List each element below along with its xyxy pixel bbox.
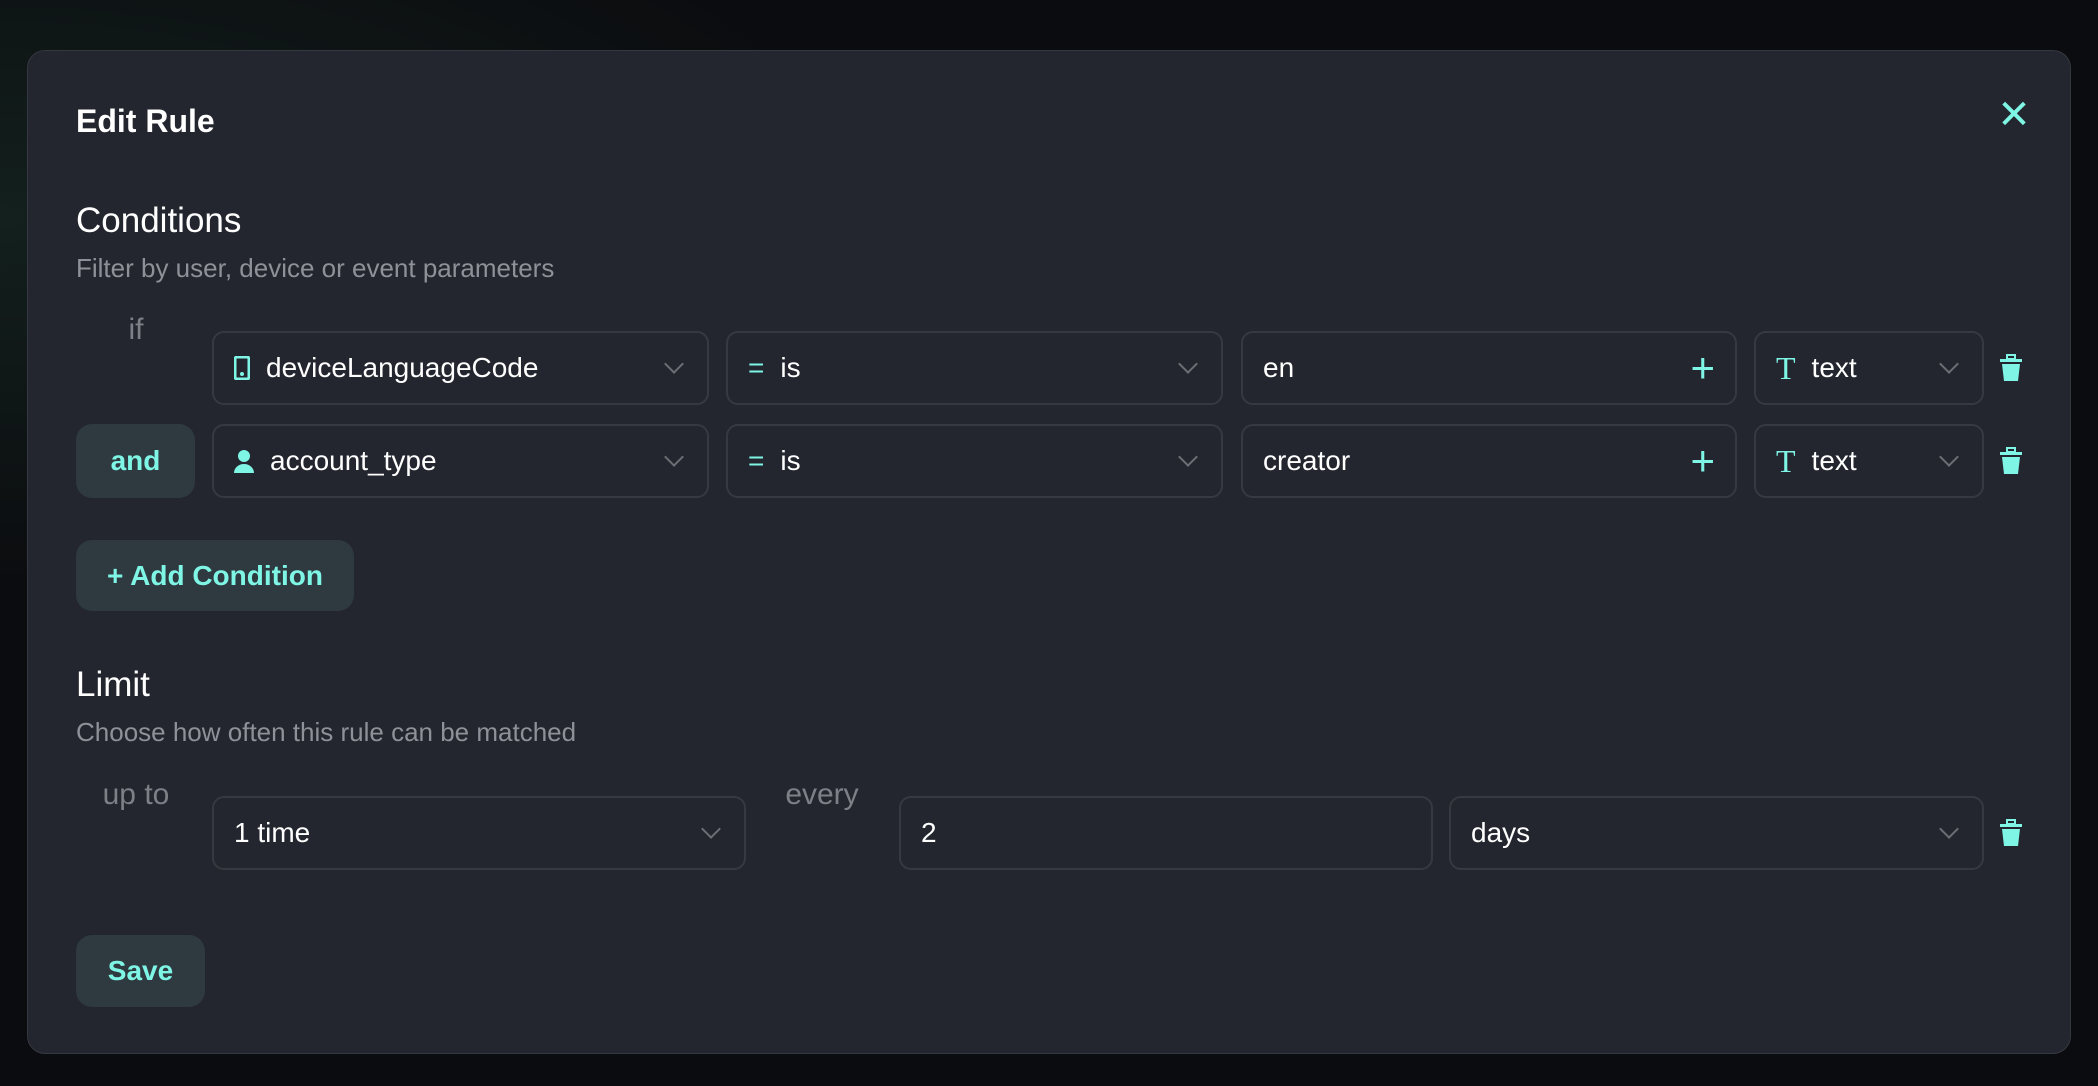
chevron-down-icon xyxy=(1939,447,1959,467)
user-icon xyxy=(234,449,254,473)
operator-select[interactable]: = is xyxy=(726,424,1223,498)
field-value: account_type xyxy=(270,445,437,476)
count-select[interactable]: 1 time xyxy=(212,796,746,870)
unit-value: days xyxy=(1471,817,1531,848)
trash-icon[interactable] xyxy=(2000,354,2022,382)
value-text: en xyxy=(1263,352,1295,383)
conditions-subtitle: Filter by user, device or event paramete… xyxy=(76,253,555,283)
limit-subtitle: Choose how often this rule can be matche… xyxy=(76,717,577,747)
unit-select[interactable]: days xyxy=(1449,796,1984,870)
modal-title: Edit Rule xyxy=(76,103,215,139)
trash-icon[interactable] xyxy=(2000,447,2022,475)
limit-heading: Limit xyxy=(76,665,150,704)
value-text: creator xyxy=(1263,445,1351,476)
plus-icon[interactable]: + xyxy=(1690,344,1715,391)
type-value: text xyxy=(1811,445,1857,476)
add-condition-button[interactable]: + Add Condition xyxy=(76,540,354,611)
type-select[interactable]: T text xyxy=(1754,331,1984,405)
text-type-icon: T xyxy=(1776,349,1796,386)
chevron-down-icon xyxy=(664,354,684,374)
equals-icon: = xyxy=(748,352,765,383)
close-icon[interactable]: ✕ xyxy=(1997,93,2031,137)
operator-value: is xyxy=(780,352,801,383)
type-select[interactable]: T text xyxy=(1754,424,1984,498)
chevron-down-icon xyxy=(664,447,684,467)
field-select[interactable]: deviceLanguageCode xyxy=(212,331,709,405)
save-button[interactable]: Save xyxy=(76,935,205,1007)
field-select[interactable]: account_type xyxy=(212,424,709,498)
equals-icon: = xyxy=(748,445,765,476)
operator-select[interactable]: = is xyxy=(726,331,1223,405)
chevron-down-icon xyxy=(1178,354,1198,374)
phone-icon xyxy=(234,356,250,380)
connector-and[interactable]: and xyxy=(76,424,195,498)
value-input[interactable]: en + xyxy=(1241,331,1737,405)
connector-if: if xyxy=(128,313,144,346)
chevron-down-icon xyxy=(1178,447,1198,467)
operator-value: is xyxy=(780,445,801,476)
plus-icon[interactable]: + xyxy=(1690,437,1715,484)
chevron-down-icon xyxy=(701,819,721,839)
edit-rule-modal: Edit Rule ✕ Conditions Filter by user, d… xyxy=(27,50,2071,1054)
conditions-heading: Conditions xyxy=(76,201,242,240)
field-value: deviceLanguageCode xyxy=(266,352,539,383)
up-to-label: up to xyxy=(102,778,170,811)
every-label: every xyxy=(785,778,859,811)
value-input[interactable]: creator + xyxy=(1241,424,1737,498)
interval-input[interactable]: 2 xyxy=(899,796,1433,870)
type-value: text xyxy=(1811,352,1857,383)
trash-icon[interactable] xyxy=(2000,819,2022,847)
interval-value: 2 xyxy=(921,817,937,848)
chevron-down-icon xyxy=(1939,819,1959,839)
text-type-icon: T xyxy=(1776,442,1796,479)
count-value: 1 time xyxy=(234,817,311,848)
chevron-down-icon xyxy=(1939,354,1959,374)
